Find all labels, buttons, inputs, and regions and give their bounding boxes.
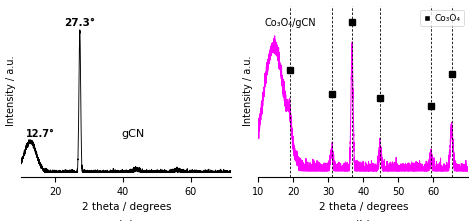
Text: 27.3°: 27.3° bbox=[64, 18, 95, 28]
Text: (b): (b) bbox=[356, 220, 371, 221]
Legend: Co₃O₄: Co₃O₄ bbox=[420, 10, 464, 26]
X-axis label: 2 theta / degrees: 2 theta / degrees bbox=[82, 202, 171, 212]
Text: Co₃O₄/gCN: Co₃O₄/gCN bbox=[264, 17, 316, 28]
Text: 12.7°: 12.7° bbox=[26, 129, 55, 139]
X-axis label: 2 theta / degrees: 2 theta / degrees bbox=[319, 202, 408, 212]
Text: gCN: gCN bbox=[121, 129, 145, 139]
Text: (a): (a) bbox=[118, 220, 134, 221]
Y-axis label: Intensity / a.u.: Intensity / a.u. bbox=[243, 56, 253, 126]
Y-axis label: Intensity / a.u.: Intensity / a.u. bbox=[6, 56, 16, 126]
